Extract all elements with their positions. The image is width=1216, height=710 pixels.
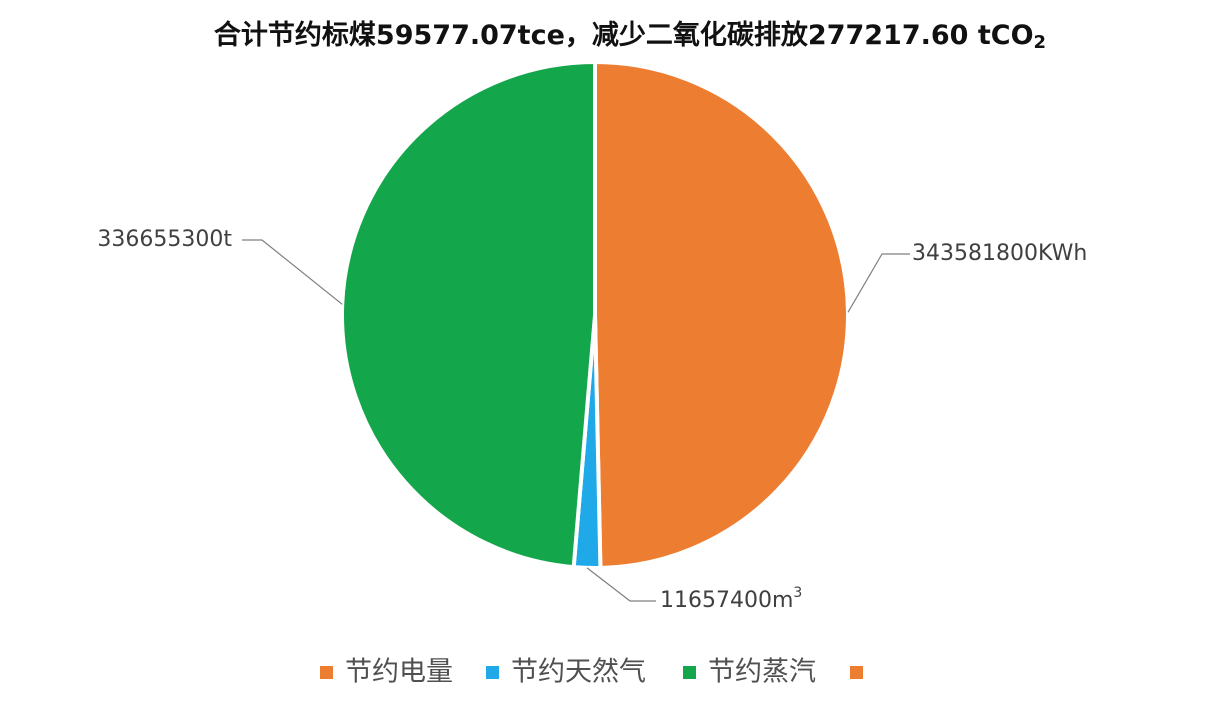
leader-line-1 bbox=[847, 253, 910, 313]
data-label-2: 11657400m3 bbox=[660, 585, 802, 613]
legend-item-3: 节约蒸汽 bbox=[683, 657, 816, 688]
legend-item-2: 节约天然气 bbox=[486, 657, 646, 688]
legend-swatch bbox=[850, 666, 863, 679]
legend-swatch bbox=[683, 666, 696, 679]
data-label-value: 336655300t bbox=[97, 227, 232, 252]
legend-item-1: 节约电量 bbox=[320, 657, 453, 688]
pie-slice-1 bbox=[593, 59, 851, 570]
legend-label: 节约天然气 bbox=[511, 657, 646, 688]
pie-slice-3 bbox=[340, 59, 597, 570]
data-label-value: 343581800KWh bbox=[912, 241, 1087, 266]
chart-title-main: 合计节约标煤59577.07tce，减少二氧化碳排放277217.60 tCO bbox=[214, 19, 1034, 51]
pie-slices bbox=[340, 59, 851, 570]
data-labels: 343581800KWh 11657400m3 336655300t bbox=[97, 227, 1087, 613]
legend: 节约电量 节约天然气 节约蒸汽 bbox=[320, 657, 863, 688]
data-label-3: 336655300t bbox=[97, 227, 232, 252]
legend-item-4 bbox=[850, 666, 863, 679]
data-label-superscript: 3 bbox=[793, 585, 802, 601]
chart-title: 合计节约标煤59577.07tce，减少二氧化碳排放277217.60 tCO2 bbox=[214, 19, 1046, 53]
leader-line-3 bbox=[242, 239, 343, 305]
legend-swatch bbox=[320, 666, 333, 679]
data-label-1: 343581800KWh bbox=[912, 241, 1087, 266]
legend-label: 节约蒸汽 bbox=[708, 657, 816, 688]
data-label-value: 11657400m bbox=[660, 588, 793, 613]
chart-title-subscript: 2 bbox=[1034, 32, 1047, 53]
legend-label: 节约电量 bbox=[345, 657, 453, 688]
leader-line-2 bbox=[586, 567, 656, 602]
legend-swatch bbox=[486, 666, 499, 679]
